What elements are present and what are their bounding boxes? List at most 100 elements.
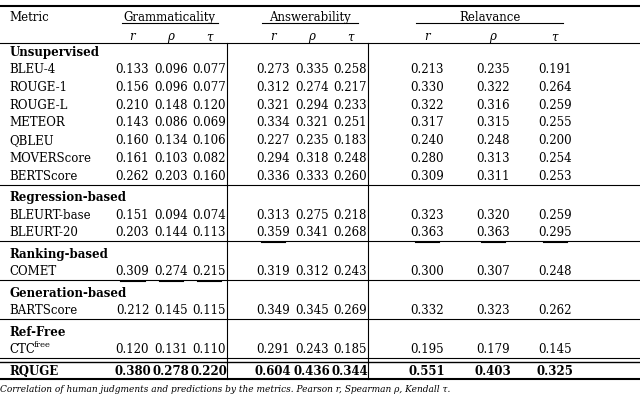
Text: MOVERScore: MOVERScore	[10, 152, 92, 165]
Text: 0.312: 0.312	[257, 81, 290, 94]
Text: 0.295: 0.295	[538, 226, 572, 239]
Text: 0.115: 0.115	[193, 304, 226, 317]
Text: 0.318: 0.318	[295, 152, 328, 165]
Text: ρ: ρ	[308, 30, 315, 43]
Text: 0.316: 0.316	[476, 99, 509, 112]
Text: 0.212: 0.212	[116, 304, 149, 317]
Text: Unsupervised: Unsupervised	[10, 46, 100, 59]
Text: 0.274: 0.274	[295, 81, 328, 94]
Text: 0.143: 0.143	[116, 117, 149, 130]
Text: Ref-Free: Ref-Free	[10, 326, 66, 338]
Text: 0.235: 0.235	[476, 63, 509, 76]
Text: 0.325: 0.325	[536, 365, 573, 378]
Text: 0.077: 0.077	[193, 81, 226, 94]
Text: 0.161: 0.161	[116, 152, 149, 165]
Text: 0.311: 0.311	[476, 169, 509, 182]
Text: 0.227: 0.227	[257, 134, 290, 147]
Text: BERTScore: BERTScore	[10, 169, 78, 182]
Text: BLEURT-base: BLEURT-base	[10, 208, 92, 221]
Text: CTC: CTC	[10, 343, 35, 356]
Text: 0.323: 0.323	[410, 208, 444, 221]
Text: 0.240: 0.240	[410, 134, 444, 147]
Text: 0.436: 0.436	[293, 365, 330, 378]
Text: 0.604: 0.604	[255, 365, 292, 378]
Text: 0.103: 0.103	[154, 152, 188, 165]
Text: 0.131: 0.131	[154, 343, 188, 356]
Text: τ: τ	[347, 30, 353, 43]
Text: 0.096: 0.096	[154, 81, 188, 94]
Text: 0.074: 0.074	[193, 208, 226, 221]
Text: ROUGE-1: ROUGE-1	[10, 81, 68, 94]
Text: 0.218: 0.218	[333, 208, 367, 221]
Text: 0.262: 0.262	[116, 169, 149, 182]
Text: 0.309: 0.309	[410, 169, 444, 182]
Text: 0.330: 0.330	[410, 81, 444, 94]
Text: 0.248: 0.248	[476, 134, 509, 147]
Text: 0.317: 0.317	[410, 117, 444, 130]
Text: 0.403: 0.403	[474, 365, 511, 378]
Text: 0.333: 0.333	[295, 169, 328, 182]
Text: Grammaticality: Grammaticality	[124, 11, 216, 24]
Text: 0.144: 0.144	[154, 226, 188, 239]
Text: 0.313: 0.313	[257, 208, 290, 221]
Text: 0.086: 0.086	[154, 117, 188, 130]
Text: 0.273: 0.273	[257, 63, 290, 76]
Text: 0.210: 0.210	[116, 99, 149, 112]
Text: Generation-based: Generation-based	[10, 286, 127, 299]
Text: 0.215: 0.215	[193, 265, 226, 278]
Text: 0.134: 0.134	[154, 134, 188, 147]
Text: 0.160: 0.160	[116, 134, 149, 147]
Text: 0.082: 0.082	[193, 152, 226, 165]
Text: 0.349: 0.349	[257, 304, 290, 317]
Text: 0.275: 0.275	[295, 208, 328, 221]
Text: ρ: ρ	[490, 30, 496, 43]
Text: 0.344: 0.344	[332, 365, 369, 378]
Text: free: free	[34, 341, 51, 349]
Text: 0.133: 0.133	[116, 63, 149, 76]
Text: 0.203: 0.203	[154, 169, 188, 182]
Text: 0.269: 0.269	[333, 304, 367, 317]
Text: 0.254: 0.254	[538, 152, 572, 165]
Text: 0.179: 0.179	[476, 343, 509, 356]
Text: 0.243: 0.243	[333, 265, 367, 278]
Text: 0.335: 0.335	[295, 63, 328, 76]
Text: 0.260: 0.260	[333, 169, 367, 182]
Text: 0.334: 0.334	[257, 117, 290, 130]
Text: 0.183: 0.183	[333, 134, 367, 147]
Text: 0.313: 0.313	[476, 152, 509, 165]
Text: RQUGE: RQUGE	[10, 365, 59, 378]
Text: 0.156: 0.156	[116, 81, 149, 94]
Text: 0.251: 0.251	[333, 117, 367, 130]
Text: 0.120: 0.120	[193, 99, 226, 112]
Text: 0.069: 0.069	[193, 117, 226, 130]
Text: 0.363: 0.363	[476, 226, 509, 239]
Text: 0.253: 0.253	[538, 169, 572, 182]
Text: 0.195: 0.195	[410, 343, 444, 356]
Text: METEOR: METEOR	[10, 117, 65, 130]
Text: 0.322: 0.322	[476, 81, 509, 94]
Text: 0.274: 0.274	[154, 265, 188, 278]
Text: 0.213: 0.213	[410, 63, 444, 76]
Text: 0.300: 0.300	[410, 265, 444, 278]
Text: BLEURT-20: BLEURT-20	[10, 226, 79, 239]
Text: 0.363: 0.363	[410, 226, 444, 239]
Text: 0.262: 0.262	[538, 304, 572, 317]
Text: 0.319: 0.319	[257, 265, 290, 278]
Text: 0.200: 0.200	[538, 134, 572, 147]
Text: 0.551: 0.551	[408, 365, 445, 378]
Text: 0.235: 0.235	[295, 134, 328, 147]
Text: 0.185: 0.185	[333, 343, 367, 356]
Text: 0.151: 0.151	[116, 208, 149, 221]
Text: Regression-based: Regression-based	[10, 191, 127, 204]
Text: r: r	[130, 30, 135, 43]
Text: 0.120: 0.120	[116, 343, 149, 356]
Text: 0.113: 0.113	[193, 226, 226, 239]
Text: r: r	[271, 30, 276, 43]
Text: 0.321: 0.321	[295, 117, 328, 130]
Text: 0.294: 0.294	[295, 99, 328, 112]
Text: 0.359: 0.359	[257, 226, 290, 239]
Text: 0.160: 0.160	[193, 169, 226, 182]
Text: 0.110: 0.110	[193, 343, 226, 356]
Text: 0.341: 0.341	[295, 226, 328, 239]
Text: 0.294: 0.294	[257, 152, 290, 165]
